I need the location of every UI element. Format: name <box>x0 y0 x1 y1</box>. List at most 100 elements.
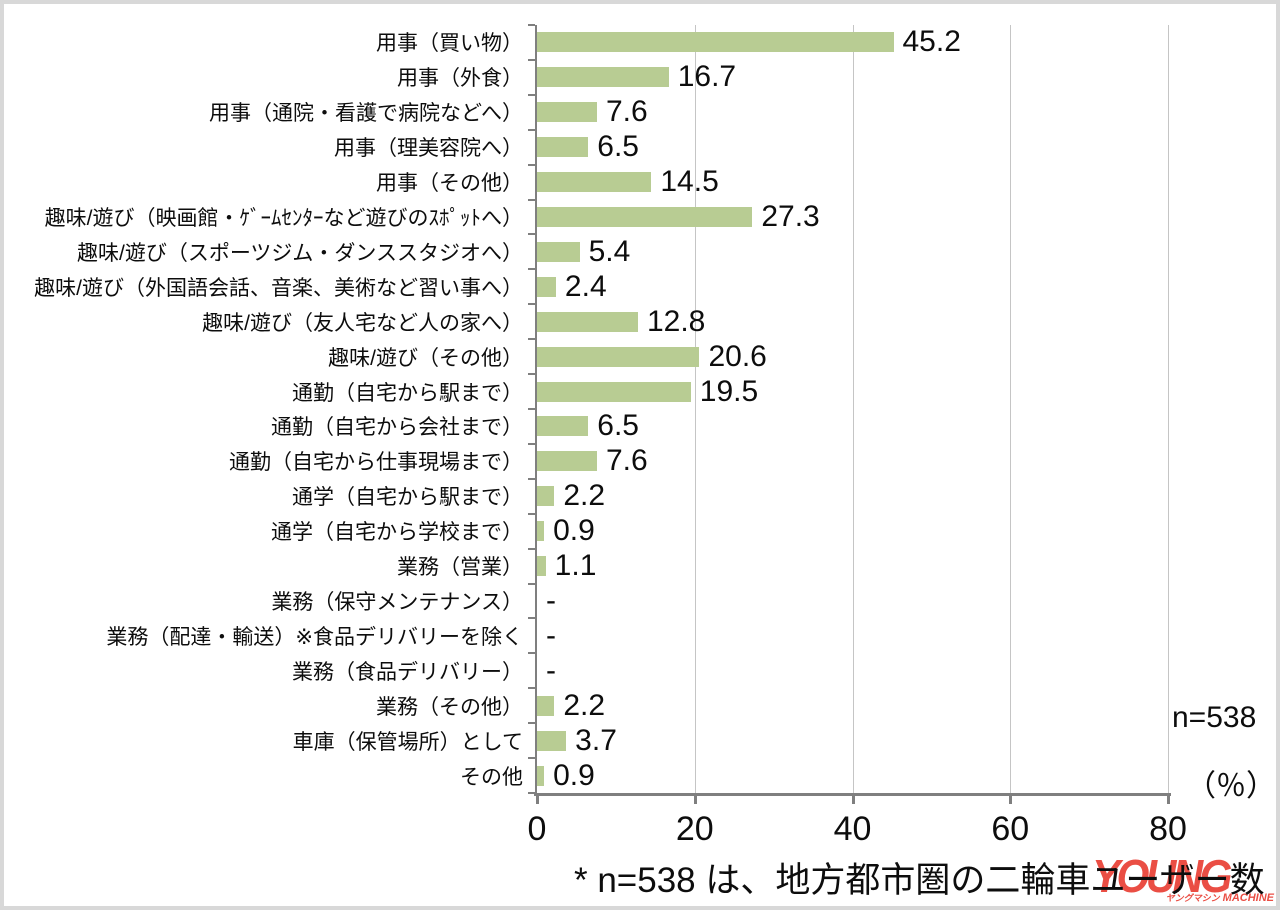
x-axis-tick-label: 20 <box>675 810 714 848</box>
category-label: 通勤（自宅から駅まで） <box>6 374 523 409</box>
bar-row: 20.6 <box>537 339 1168 374</box>
category-label-text: 趣味/遊び（スポーツジム・ダンススタジオへ） <box>77 241 523 265</box>
x-axis-tick <box>536 796 539 804</box>
category-label-text: 業務（その他） <box>376 695 523 719</box>
y-axis-tick <box>528 24 535 26</box>
category-label: 業務（その他） <box>6 688 523 723</box>
bar-value-label: 20.6 <box>708 339 767 373</box>
category-label: 用事（理美容院へ） <box>6 130 523 165</box>
y-axis-tick <box>528 408 535 410</box>
y-axis-tick <box>528 198 535 201</box>
category-label: 通学（自宅から学校まで） <box>6 514 523 549</box>
y-axis-tick <box>528 303 535 306</box>
bar-row: - <box>537 618 1168 653</box>
category-label: 通勤（自宅から会社まで） <box>6 409 523 444</box>
bar <box>537 730 567 751</box>
bar-row: 45.2 <box>537 25 1168 60</box>
bar-value-label: 2.2 <box>563 479 606 513</box>
x-axis-line <box>534 793 1171 796</box>
x-axis-tick-label: 40 <box>833 810 872 848</box>
bar-row: 2.2 <box>537 479 1168 514</box>
category-label: 趣味/遊び（外国語会話、音楽、美術など習い事へ） <box>6 269 523 304</box>
y-axis-tick <box>528 163 535 166</box>
bar-value-label: 0.9 <box>553 514 595 548</box>
x-axis-unit-label: （％） <box>1186 770 1276 803</box>
bar <box>537 486 555 507</box>
category-label-text: 用事（その他） <box>376 172 523 196</box>
y-axis-tick <box>528 58 535 61</box>
bar <box>537 381 691 402</box>
bar-row: 0.9 <box>537 758 1168 793</box>
y-axis-tick <box>528 687 535 690</box>
y-axis-tick <box>528 268 535 271</box>
y-axis-tick <box>528 792 535 794</box>
bar-value-label: 2.2 <box>563 688 606 722</box>
y-axis-tick <box>528 582 535 585</box>
footnote: * n=538 は、地方都市圏の二輪車ユーザー数 <box>574 861 1265 900</box>
bar-value-label: - <box>546 653 556 687</box>
y-axis-tick <box>528 338 535 341</box>
y-axis-tick <box>528 477 535 480</box>
category-label-text: 業務（食品デリバリー） <box>292 660 523 684</box>
category-label-text: 車庫（保管場所）として <box>292 730 523 754</box>
category-label: 業務（保守メンテナンス） <box>6 584 523 619</box>
category-label: 業務（営業） <box>6 549 523 584</box>
bar <box>537 556 546 577</box>
bar <box>537 206 753 227</box>
bar-value-label: 6.5 <box>597 409 639 443</box>
plot-area: 45.2 16.7 7.6 6.5 14.5 27.3 5.4 2.4 12.8 20.6 19.5… <box>528 24 1171 804</box>
category-label: 趣味/遊び（スポーツジム・ダンススタジオへ） <box>6 234 523 269</box>
bar <box>537 276 556 297</box>
x-axis-tick <box>1167 796 1170 804</box>
y-axis-tick <box>528 617 535 620</box>
bar-value-label: 0.9 <box>553 758 595 792</box>
bar-row: 5.4 <box>537 234 1168 269</box>
y-axis-tick <box>528 442 535 445</box>
bar-row: 12.8 <box>537 304 1168 339</box>
y-axis-tick <box>528 652 535 655</box>
bar-row: 6.5 <box>537 409 1168 444</box>
y-axis-tick <box>528 128 535 131</box>
bar <box>537 521 545 542</box>
bar <box>537 67 669 88</box>
bar-value-label: 1.1 <box>554 549 597 583</box>
category-label: 通勤（自宅から仕事現場まで） <box>6 444 523 479</box>
category-label-text: 用事（外食） <box>397 67 523 91</box>
category-label: 業務（配達・輸送）※食品デリバリーを除く <box>6 618 523 653</box>
category-label-text: 業務（保守メンテナンス） <box>271 590 523 614</box>
bar-row: 27.3 <box>537 200 1168 235</box>
bar-value-label: 6.5 <box>597 130 639 164</box>
category-label: 用事（外食） <box>6 60 523 95</box>
category-label-text: 通学（自宅から学校まで） <box>271 521 523 545</box>
bar <box>537 172 652 193</box>
category-label: 用事（買い物） <box>6 25 523 60</box>
bar-value-label: 3.7 <box>575 723 617 757</box>
category-label-text: 業務（営業） <box>397 556 523 580</box>
category-label-text: 趣味/遊び（映画館・ｹﾞｰﾑｾﾝﾀｰなど遊びのｽﾎﾟｯﾄへ） <box>44 206 523 230</box>
category-label-text: 用事（通院・看護で病院などへ） <box>209 102 523 126</box>
bar <box>537 311 638 332</box>
bar <box>537 765 545 786</box>
bar-value-label: - <box>546 583 556 617</box>
bar <box>537 416 589 437</box>
bar-row: 19.5 <box>537 374 1168 409</box>
category-label: 業務（食品デリバリー） <box>6 653 523 688</box>
category-label-text: 用事（理美容院へ） <box>334 137 523 161</box>
bar-row: 2.2 <box>537 688 1168 723</box>
sample-size-note: n=538 <box>1172 701 1257 734</box>
bar-row: 1.1 <box>537 549 1168 584</box>
bar-value-label: 45.2 <box>902 25 961 59</box>
bar <box>537 241 580 262</box>
y-axis-tick <box>528 512 535 515</box>
bar <box>537 137 589 158</box>
category-label-text: 用事（買い物） <box>376 32 523 56</box>
y-axis-tick <box>528 93 535 96</box>
bar-value-label: 7.6 <box>605 444 648 478</box>
bar-row: 7.6 <box>537 95 1168 130</box>
category-label: 趣味/遊び（友人宅など人の家へ） <box>6 304 523 339</box>
bar <box>537 346 700 367</box>
bar <box>537 695 555 716</box>
category-label: 趣味/遊び（その他） <box>6 339 523 374</box>
x-axis-tick <box>693 796 697 804</box>
bar-value-label: 12.8 <box>646 304 706 338</box>
